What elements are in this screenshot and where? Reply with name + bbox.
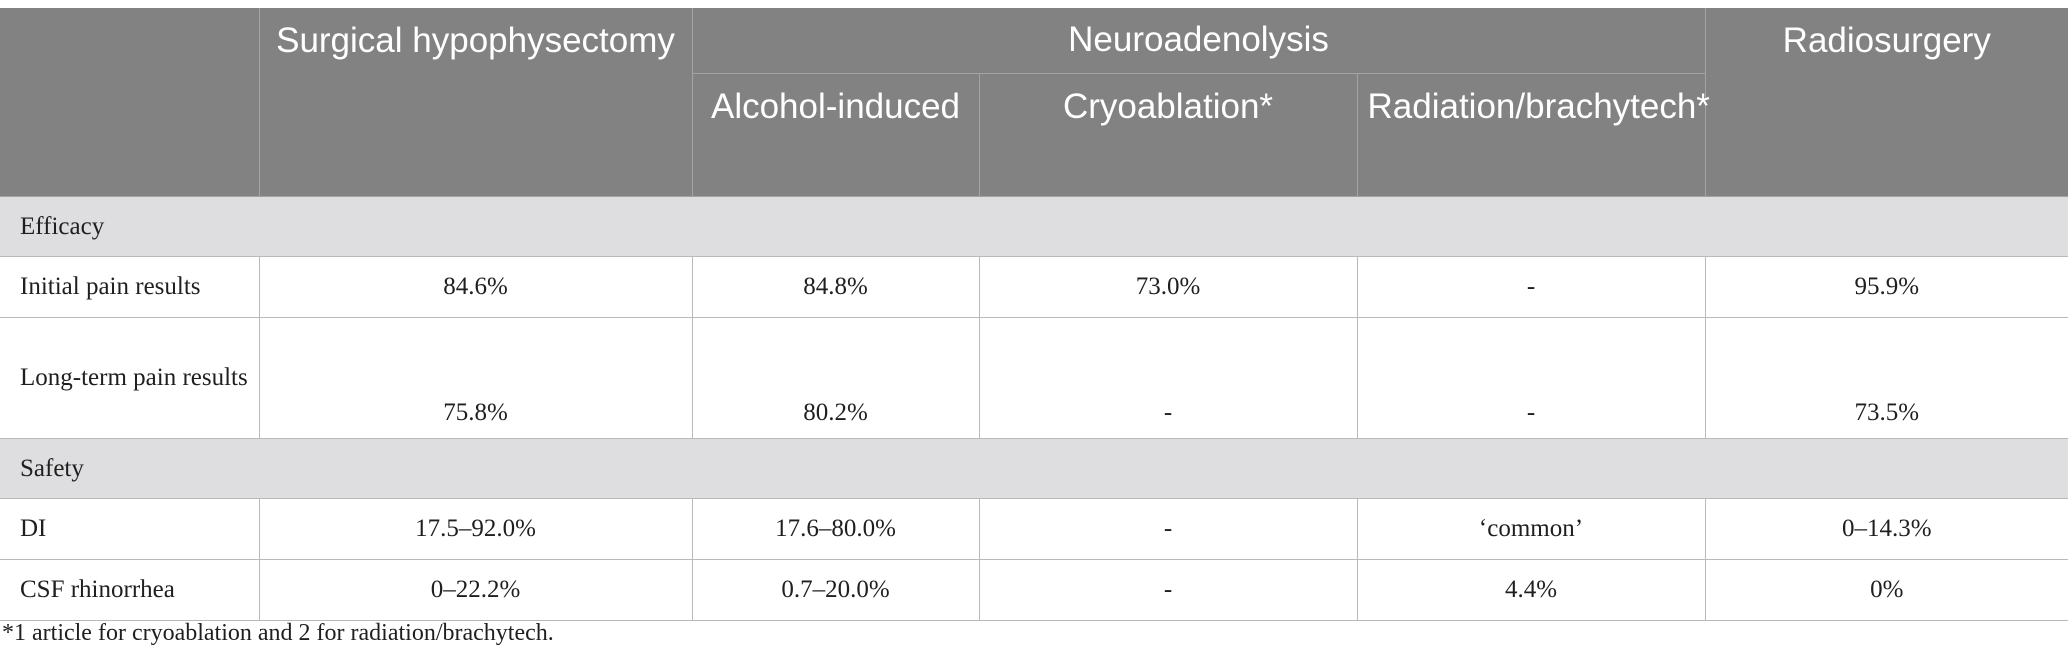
section-label-efficacy: Efficacy: [0, 196, 2068, 257]
cell-radiosurgery: 0–14.3%: [1704, 498, 2068, 560]
cell-radiation: -: [1356, 317, 1706, 439]
table-row-di: DI 17.5–92.0% 17.6–80.0% - ‘common’ 0–14…: [0, 498, 2068, 560]
table-row-initial-pain: Initial pain results 84.6% 84.8% 73.0% -…: [0, 256, 2068, 318]
cell-cryoablation: 73.0%: [978, 256, 1358, 318]
cell-radiosurgery: 73.5%: [1704, 317, 2068, 439]
table-footnote: *1 article for cryoablation and 2 for ra…: [2, 620, 554, 646]
cell-surgical: 75.8%: [258, 317, 693, 439]
cell-radiosurgery: 0%: [1704, 559, 2068, 621]
cell-alcohol: 80.2%: [691, 317, 980, 439]
row-label: CSF rhinorrhea: [0, 559, 260, 621]
header-surgical-hypophysectomy: Surgical hypophysectomy: [258, 8, 693, 197]
cell-alcohol: 84.8%: [691, 256, 980, 318]
comparison-table: Surgical hypophysectomy Neuroadenolysis …: [0, 8, 2068, 621]
header-row-2: Alcohol-induced Cryoablation* Radiation/…: [0, 73, 2068, 197]
header-neuroadenolysis: Neuroadenolysis: [691, 8, 1706, 74]
cell-surgical: 17.5–92.0%: [258, 498, 693, 560]
cell-alcohol: 17.6–80.0%: [691, 498, 980, 560]
header-radiosurgery: Radiosurgery: [1704, 8, 2068, 197]
cell-radiation: ‘common’: [1356, 498, 1706, 560]
section-row-safety: Safety: [0, 438, 2068, 499]
cell-surgical: 0–22.2%: [258, 559, 693, 621]
cell-surgical: 84.6%: [258, 256, 693, 318]
cell-radiation: -: [1356, 256, 1706, 318]
row-label: Initial pain results: [0, 256, 260, 318]
header-row-1: Surgical hypophysectomy Neuroadenolysis …: [0, 8, 2068, 197]
row-label: DI: [0, 498, 260, 560]
section-label-safety: Safety: [0, 438, 2068, 499]
header-alcohol-induced: Alcohol-induced: [691, 73, 980, 197]
header-cryoablation: Cryoablation*: [978, 73, 1358, 197]
cell-radiosurgery: 95.9%: [1704, 256, 2068, 318]
header-corner-cell: [0, 8, 260, 197]
cell-cryoablation: -: [978, 498, 1358, 560]
cell-cryoablation: -: [978, 559, 1358, 621]
table-container: Surgical hypophysectomy Neuroadenolysis …: [0, 8, 2068, 621]
cell-radiation: 4.4%: [1356, 559, 1706, 621]
cell-cryoablation: -: [978, 317, 1358, 439]
table-row-long-term-pain: Long-term pain results 75.8% 80.2% - - 7…: [0, 317, 2068, 439]
table-row-csf-rhinorrhea: CSF rhinorrhea 0–22.2% 0.7–20.0% - 4.4% …: [0, 559, 2068, 621]
cell-alcohol: 0.7–20.0%: [691, 559, 980, 621]
header-radiation-brachytech: Radiation/brachytech*: [1356, 73, 1710, 197]
row-label: Long-term pain results: [0, 317, 260, 439]
section-row-efficacy: Efficacy: [0, 196, 2068, 257]
